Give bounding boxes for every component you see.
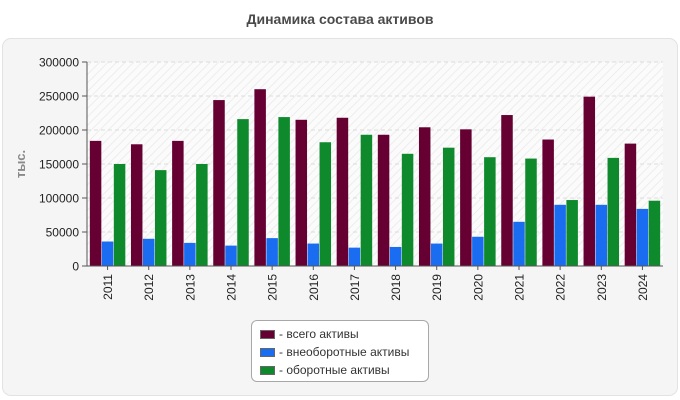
bar-noncurrent-2014 <box>225 245 237 266</box>
bar-noncurrent-2022 <box>554 204 566 266</box>
bar-current-2020 <box>484 157 496 266</box>
x-tick-label: 2011 <box>101 274 115 300</box>
bar-noncurrent-2013 <box>184 242 196 266</box>
bar-current-2022 <box>566 200 578 266</box>
bar-total-2016 <box>295 119 308 266</box>
x-tick-label: 2015 <box>266 274 280 301</box>
x-tick-labels: 2011 2012 2013 2014 2015 2016 2017 2018 2019 2020… <box>101 266 650 301</box>
y-tick-label: 0 <box>72 260 79 274</box>
bar-current-2015 <box>278 117 290 266</box>
bar-current-2011 <box>113 164 126 266</box>
bar-noncurrent-2023 <box>595 204 608 266</box>
bar-total-2014 <box>213 100 225 266</box>
bar-current-2021 <box>525 158 537 266</box>
legend-swatch-total <box>260 329 275 339</box>
x-tick-label: 2016 <box>307 274 321 301</box>
bar-noncurrent-2021 <box>513 221 525 266</box>
y-tick-label: 300000 <box>39 56 79 70</box>
x-tick-label: 2014 <box>225 274 239 301</box>
x-tick-label: 2021 <box>513 274 527 301</box>
chart-title: Динамика состава активов <box>246 11 434 27</box>
bar-total-2023 <box>583 96 596 267</box>
bar-noncurrent-2012 <box>142 238 155 266</box>
bar-total-2022 <box>542 139 554 266</box>
x-tick-label: 2019 <box>430 274 444 301</box>
legend-item-total: - всего активы <box>260 325 428 343</box>
legend: - всего активы - внеоборотные активы - о… <box>251 320 429 382</box>
bar-current-2018 <box>401 153 414 266</box>
x-tick-label: 2023 <box>595 274 609 301</box>
y-tick-label: 100000 <box>39 192 79 206</box>
bar-total-2017 <box>336 117 349 266</box>
bar-noncurrent-2018 <box>389 246 402 266</box>
y-tick-label: 50000 <box>46 226 80 240</box>
bar-total-2012 <box>130 144 143 266</box>
bar-noncurrent-2015 <box>266 238 278 266</box>
bars-layer <box>89 89 661 267</box>
y-tick-label: 150000 <box>39 158 79 172</box>
bar-total-2024 <box>624 143 637 266</box>
bar-total-2011 <box>89 140 102 266</box>
bar-noncurrent-2016 <box>307 243 320 266</box>
y-tick-label: 250000 <box>39 90 79 104</box>
bar-total-2019 <box>418 127 431 266</box>
legend-label-current: - оборотные активы <box>279 363 390 377</box>
bar-current-2024 <box>648 200 661 266</box>
legend-label-noncurrent: - внеоборотные активы <box>279 345 410 359</box>
bar-noncurrent-2019 <box>430 243 443 266</box>
bar-total-2015 <box>254 89 266 266</box>
bar-total-2013 <box>172 140 184 266</box>
legend-item-current: - оборотные активы <box>260 361 428 379</box>
bar-total-2018 <box>377 134 390 266</box>
legend-item-noncurrent: - внеоборотные активы <box>260 343 428 361</box>
bar-current-2016 <box>319 142 332 266</box>
x-tick-label: 2012 <box>142 274 156 301</box>
y-axis-label: тыс. <box>13 150 28 178</box>
x-tick-label: 2024 <box>636 274 650 301</box>
legend-swatch-current <box>260 365 275 375</box>
grid-layer <box>87 61 663 233</box>
x-tick-label: 2013 <box>183 274 197 301</box>
bar-current-2013 <box>196 164 208 266</box>
bar-noncurrent-2024 <box>636 208 649 266</box>
x-tick-label: 2018 <box>389 274 403 301</box>
x-tick-label: 2020 <box>471 274 485 301</box>
legend-swatch-noncurrent <box>260 347 275 357</box>
x-tick-label: 2022 <box>554 274 568 301</box>
y-tick-labels: 0 50000 100000 150000 200000 250000 300000 <box>39 56 87 274</box>
bar-total-2021 <box>501 115 513 266</box>
bar-noncurrent-2017 <box>348 247 361 266</box>
bar-current-2019 <box>442 147 455 266</box>
x-tick-label: 2017 <box>348 274 362 301</box>
bar-total-2020 <box>460 129 472 266</box>
bar-noncurrent-2020 <box>472 236 484 266</box>
bar-current-2023 <box>607 157 620 266</box>
bar-current-2012 <box>154 170 167 266</box>
legend-label-total: - всего активы <box>279 327 359 341</box>
bar-noncurrent-2011 <box>101 241 114 266</box>
y-tick-label: 200000 <box>39 124 79 138</box>
bar-current-2017 <box>360 134 373 266</box>
bar-current-2014 <box>237 119 249 267</box>
